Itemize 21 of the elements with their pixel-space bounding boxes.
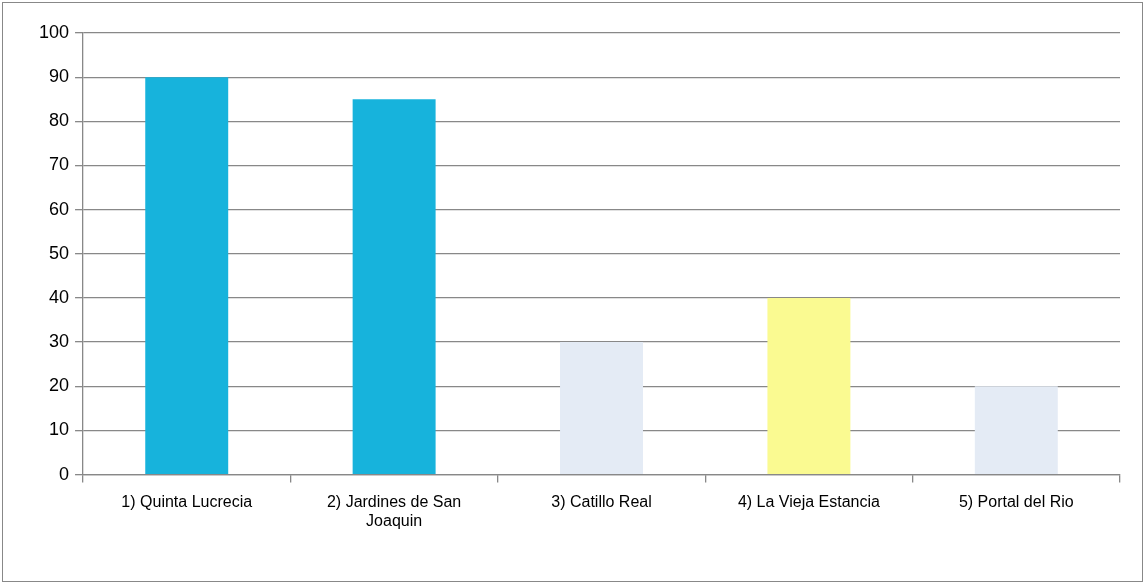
bar [560, 342, 643, 474]
bar [974, 386, 1058, 474]
y-tick-label: 50 [49, 242, 70, 263]
y-tick-label: 60 [49, 198, 70, 219]
x-tick-label: 2) Jardines de San Joaquin [326, 492, 462, 529]
x-tick-label: 5) Portal del Rio [958, 492, 1074, 510]
x-tick-label: 3) Catillo Real [551, 492, 652, 510]
y-tick-label: 70 [49, 154, 70, 175]
bar [145, 77, 229, 474]
y-tick-label: 90 [49, 66, 70, 87]
y-tick-label: 40 [49, 286, 70, 307]
x-tick-label: 4) La Vieja Estancia [737, 492, 881, 510]
y-tick-label: 80 [49, 110, 70, 131]
y-tick-label: 100 [38, 21, 70, 42]
y-tick-label: 30 [49, 331, 70, 352]
y-tick-label: 0 [59, 463, 70, 484]
y-tick-label: 20 [49, 375, 70, 396]
x-tick-label: 1) Quinta Lucrecia [121, 492, 253, 510]
y-tick-label: 10 [49, 419, 70, 440]
bar [767, 297, 851, 474]
bar [352, 99, 436, 474]
